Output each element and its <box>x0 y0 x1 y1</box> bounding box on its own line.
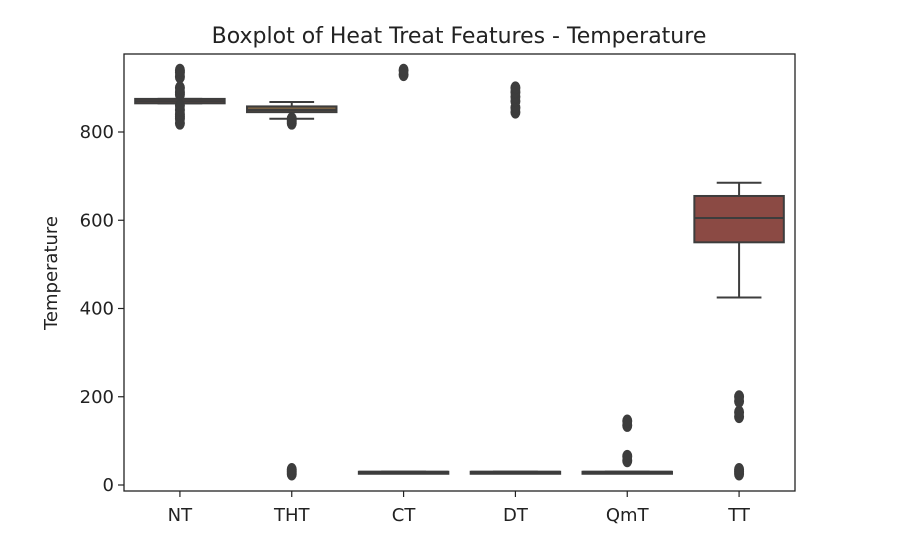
outlier-QmT-3 <box>622 414 633 428</box>
outlier-QmT-1 <box>622 449 633 463</box>
outlier-TT-4 <box>734 405 745 419</box>
y-tick-label-800: 800 <box>80 122 114 143</box>
x-tick-label-QmT: QmT <box>606 505 650 526</box>
outlier-CT-1 <box>398 63 409 77</box>
x-tick-label-TT: TT <box>727 505 751 526</box>
box-QmT <box>581 414 673 475</box>
outlier-TT-6 <box>734 390 745 404</box>
y-axis-label: Temperature <box>41 216 62 331</box>
x-tick-label-THT: THT <box>273 505 311 526</box>
box-CT <box>357 63 450 475</box>
y-tick-label-400: 400 <box>80 299 114 320</box>
y-tick-label-0: 0 <box>103 475 114 496</box>
outlier-NT-11 <box>174 63 185 77</box>
x-tick-label-NT: NT <box>168 505 193 526</box>
y-axis-ticks: 0 200 400 600 800 <box>80 122 124 496</box>
y-tick-label-600: 600 <box>80 210 114 231</box>
outlier-THT-5 <box>286 112 297 126</box>
box-series <box>134 63 785 481</box>
box-THT <box>246 100 338 481</box>
box-rect-TT <box>693 194 785 244</box>
outlier-THT-2 <box>286 463 297 477</box>
outlier-TT-2 <box>734 463 745 477</box>
box-DT <box>469 81 562 475</box>
box-TT <box>693 181 785 481</box>
outlier-NT-5 <box>174 99 185 113</box>
x-tick-label-CT: CT <box>392 505 417 526</box>
box-NT <box>134 63 226 130</box>
chart-title: Boxplot of Heat Treat Features - Tempera… <box>212 24 707 49</box>
outlier-NT-8 <box>174 81 185 95</box>
plot-area-frame <box>123 53 796 492</box>
y-tick-label-200: 200 <box>80 387 114 408</box>
outlier-DT-5 <box>510 81 521 95</box>
x-tick-label-DT: DT <box>503 505 529 526</box>
x-axis-ticks: NT THT CT DT QmT TT <box>168 491 751 526</box>
